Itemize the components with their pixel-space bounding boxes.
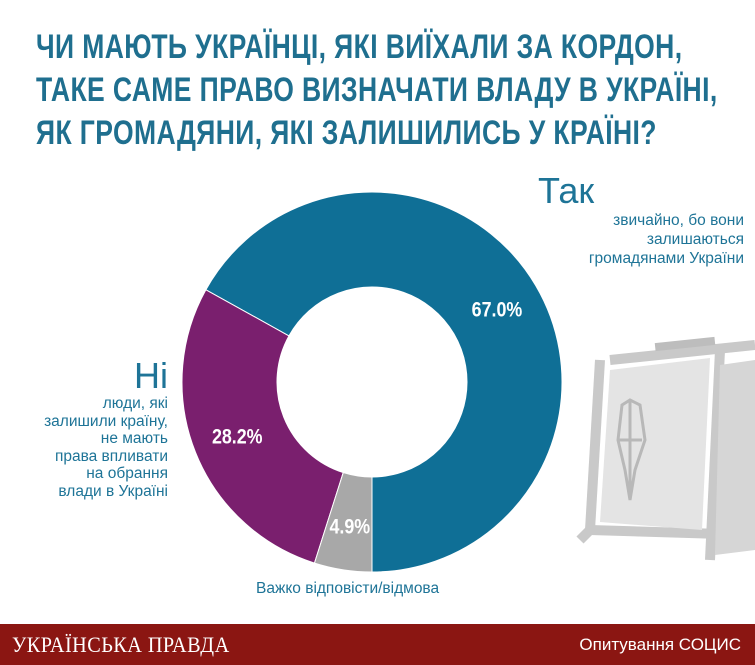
slice-value-label: 67.0%	[472, 298, 523, 322]
yes-label: Так звичайно, бо вони залишаються громад…	[530, 172, 752, 268]
yes-description: звичайно, бо вони залишаються громадянам…	[530, 211, 750, 268]
no-description-line: влади в Україні	[58, 482, 168, 500]
no-description-line: не мають	[100, 430, 168, 447]
no-description: люди, які залишили країну, не мають прав…	[10, 395, 168, 500]
publication-logo: УКРАЇНСЬКА ПРАВДА	[12, 632, 230, 657]
no-title: Ні	[134, 355, 168, 396]
title-line: ЧИ МАЮТЬ УКРАЇНЦІ, ЯКІ ВИЇХАЛИ ЗА КОРДОН…	[36, 28, 683, 66]
no-description-line: права впливати	[54, 447, 168, 465]
footer-bar: УКРАЇНСЬКА ПРАВДА Опитування СОЦИС	[0, 624, 755, 665]
survey-source: Опитування СОЦИС	[579, 635, 741, 654]
dont-know-label: Важко відповісти/відмова	[256, 580, 440, 597]
ballot-box-illustration	[576, 336, 755, 561]
no-description-line: люди, які	[102, 395, 168, 412]
no-description-line: залишили країну,	[44, 412, 168, 430]
donut-slice	[313, 471, 373, 573]
yes-description-line: громадянами України	[588, 250, 744, 267]
yes-description-line: звичайно, бо вони	[613, 212, 744, 229]
yes-description-line: залишаються	[646, 231, 744, 248]
slice-value-label: 28.2%	[212, 425, 263, 449]
slice-value-label: 4.9%	[329, 515, 370, 539]
no-description-line: на обрання	[86, 465, 168, 482]
donut-slice	[205, 191, 563, 573]
title-line: ЯК ГРОМАДЯНИ, ЯКІ ЗАЛИШИЛИСЬ У КРАЇНІ?	[36, 114, 657, 152]
donut-slice	[181, 289, 344, 564]
yes-title: Так	[538, 170, 595, 211]
no-label: Ні люди, які залишили країну, не мають п…	[10, 357, 168, 500]
